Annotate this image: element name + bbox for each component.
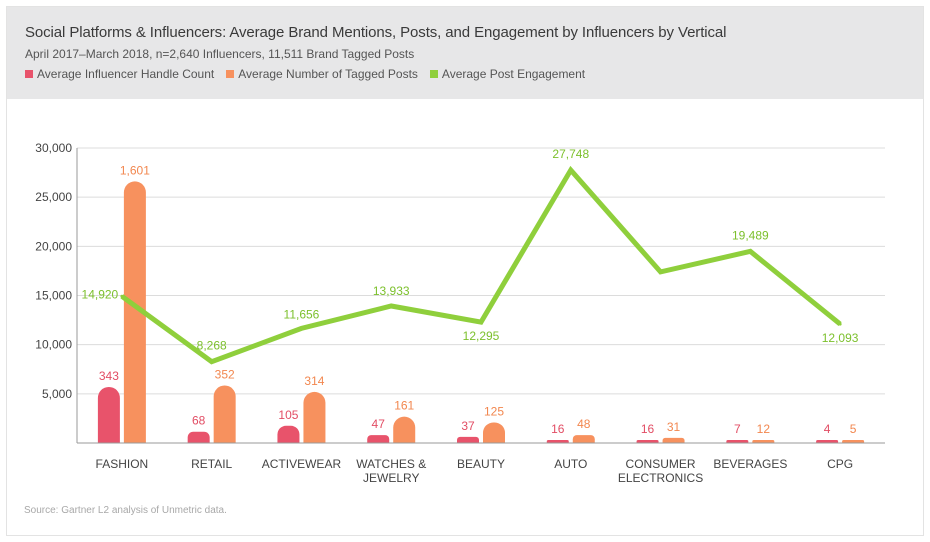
bar-tagged-posts: [303, 391, 326, 454]
bar-label-tagged-posts: 352: [215, 367, 235, 381]
bar-label-tagged-posts: 12: [757, 422, 771, 436]
baseline-mask: [78, 443, 886, 458]
line-point-post-engagement: [569, 168, 573, 172]
x-tick-label: ACTIVEWEAR: [262, 457, 342, 471]
line-label-post-engagement: 11,656: [284, 307, 320, 321]
chart-title: Social Platforms & Influencers: Average …: [25, 24, 727, 41]
x-tick-label: BEVERAGES: [713, 457, 787, 471]
x-tick-label: BEAUTY: [457, 457, 505, 471]
line-label-post-engagement: 8,268: [197, 339, 227, 353]
bar-label-tagged-posts: 314: [304, 374, 324, 388]
line-label-post-engagement: 13,933: [373, 284, 410, 298]
legend-swatch-tagged-posts: [226, 70, 235, 78]
line-label-post-engagement: 12,295: [463, 329, 500, 343]
line-label-post-engagement: 14,920: [82, 287, 119, 301]
y-tick-label: 30,000: [35, 141, 72, 155]
x-tick-label: RETAIL: [191, 457, 232, 471]
line-point-post-engagement: [210, 360, 214, 364]
bar-label-tagged-posts: 161: [394, 399, 414, 413]
legend-label-tagged-posts: Average Number of Tagged Posts: [238, 67, 418, 81]
bar-label-tagged-posts: 48: [577, 417, 591, 431]
legend-label-handle-count: Average Influencer Handle Count: [37, 67, 215, 81]
bar-label-tagged-posts: 1,601: [120, 163, 150, 177]
bar-label-tagged-posts: 31: [667, 420, 681, 434]
line-point-post-engagement: [479, 320, 483, 324]
x-tick-label: FASHION: [96, 457, 149, 471]
y-tick-label: 15,000: [35, 289, 72, 303]
legend-swatch-post-engagement: [429, 70, 438, 78]
bar-label-handle-count: 7: [734, 422, 741, 436]
bar-handle-count: [97, 386, 120, 454]
bar-label-handle-count: 37: [461, 419, 475, 433]
legend-item-tagged-posts: Average Number of Tagged Posts: [226, 67, 418, 81]
x-tick-label: ELECTRONICS: [618, 471, 703, 485]
bar-label-tagged-posts: 5: [850, 422, 857, 436]
bar-tagged-posts: [123, 181, 146, 454]
line-point-post-engagement: [748, 249, 752, 253]
x-tick-label: JEWELRY: [363, 471, 419, 485]
chart-subtitle: April 2017–March 2018, n=2,640 Influence…: [25, 47, 415, 61]
x-tick-label: CONSUMER: [626, 457, 696, 471]
line-point-post-engagement: [120, 294, 124, 298]
legend-item-handle-count: Average Influencer Handle Count: [25, 67, 214, 81]
legend-label-post-engagement: Average Post Engagement: [441, 67, 586, 81]
bar-label-handle-count: 16: [551, 422, 565, 436]
chart-header: [7, 7, 923, 99]
x-tick-label: WATCHES &: [356, 457, 426, 471]
bar-label-handle-count: 4: [824, 422, 831, 436]
y-tick-label: 20,000: [35, 239, 72, 253]
legend-swatch-handle-count: [25, 70, 33, 78]
y-tick-label: 5,000: [42, 387, 72, 401]
legend-item-post-engagement: Average Post Engagement: [429, 67, 586, 81]
y-tick-label: 10,000: [35, 338, 72, 352]
legend: Average Influencer Handle Count Average …: [25, 67, 585, 81]
line-point-post-engagement: [389, 304, 393, 308]
bar-tagged-posts: [213, 385, 236, 454]
bar-label-handle-count: 105: [278, 408, 298, 422]
line-label-post-engagement: 19,489: [732, 228, 769, 242]
line-point-post-engagement: [299, 326, 303, 330]
line-point-post-engagement: [838, 322, 842, 326]
line-label-post-engagement: 12,093: [822, 331, 859, 345]
y-tick-label: 25,000: [35, 190, 72, 204]
source-note: Source: Gartner L2 analysis of Unmetric …: [24, 505, 227, 516]
bar-label-tagged-posts: 125: [484, 405, 504, 419]
line-point-post-engagement: [659, 270, 663, 274]
bar-label-handle-count: 343: [99, 369, 119, 383]
bar-label-handle-count: 68: [192, 414, 206, 428]
x-tick-label: CPG: [827, 457, 853, 471]
x-tick-label: AUTO: [554, 457, 587, 471]
bar-label-handle-count: 16: [641, 422, 655, 436]
bar-label-handle-count: 47: [372, 417, 386, 431]
line-label-post-engagement: 27,748: [552, 147, 589, 161]
